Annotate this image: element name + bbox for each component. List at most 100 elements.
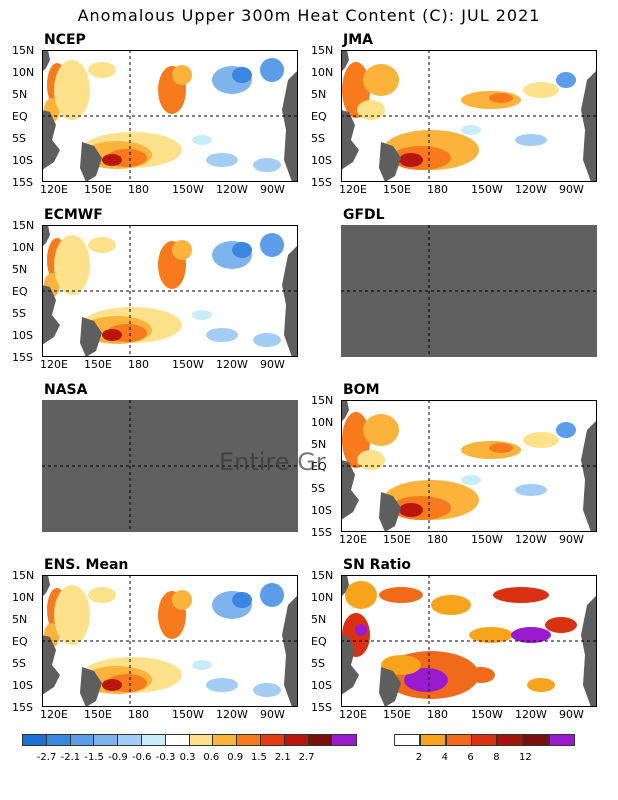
land-mass	[282, 245, 298, 357]
lon-label: 150E	[383, 183, 411, 196]
colorbar-label: 4	[441, 752, 448, 763]
lat-label: 5S	[12, 132, 26, 145]
panel-title-ecmwf: ECMWF	[44, 207, 103, 223]
map-svg-nasa	[42, 400, 298, 532]
panel-frame	[341, 50, 597, 182]
colorbar-label: 2.7	[298, 752, 315, 763]
anomaly-blob	[467, 667, 495, 683]
map-svg-ecmwf	[42, 225, 298, 357]
lon-label: 90W	[260, 708, 285, 721]
lon-label: 150W	[172, 183, 204, 196]
map-panel-gfdl	[341, 225, 597, 357]
anomaly-blob	[556, 72, 576, 88]
land-mass	[581, 595, 597, 707]
colorbar-label: 0.9	[227, 752, 244, 763]
anomaly-blob	[469, 627, 513, 643]
lat-label: 5S	[12, 307, 26, 320]
anomaly-blob	[54, 585, 90, 645]
lon-label: 150E	[84, 183, 112, 196]
anomaly-blob	[54, 60, 90, 120]
lon-label: 120W	[216, 183, 248, 196]
map-panel-sn-ratio	[341, 575, 597, 707]
panel-frame	[42, 225, 298, 357]
land-mass	[42, 635, 60, 695]
colorbar-swatch	[212, 734, 239, 746]
colorbar-label: -2.7	[36, 752, 57, 763]
lat-label: 15N	[12, 219, 35, 232]
lon-label: 120W	[216, 708, 248, 721]
anomaly-blob	[192, 135, 212, 145]
lat-label: 5N	[12, 263, 28, 276]
colorbar-swatch	[117, 734, 144, 746]
anomaly-blob	[545, 617, 577, 633]
colorbar-swatch	[260, 734, 286, 746]
colorbar-swatch	[45, 734, 72, 746]
panel-title-ncep: NCEP	[44, 32, 86, 48]
lat-label: 15N	[311, 569, 334, 582]
lon-label: 150E	[84, 708, 112, 721]
colorbar-swatch	[471, 734, 498, 746]
lon-label: 120W	[515, 183, 547, 196]
map-svg-sn-ratio	[341, 575, 597, 707]
land-mass	[42, 110, 60, 170]
lat-label: EQ	[12, 110, 28, 123]
lon-label: 180	[427, 183, 448, 196]
colorbar-swatch	[22, 734, 48, 746]
lon-label: 120E	[339, 708, 367, 721]
lat-label: 5S	[12, 657, 26, 670]
lat-label: EQ	[311, 460, 327, 473]
lon-label: 120E	[40, 358, 68, 371]
map-panel-ecmwf	[42, 225, 298, 357]
anomaly-blob	[88, 237, 116, 253]
lon-label: 120W	[216, 358, 248, 371]
lat-label: 10N	[12, 66, 35, 79]
lat-label: 15N	[311, 394, 334, 407]
map-svg-jma	[341, 50, 597, 182]
lat-label: 5N	[311, 438, 327, 451]
land-mass	[581, 70, 597, 182]
lon-label: 120W	[515, 708, 547, 721]
land-mass	[581, 420, 597, 532]
anomaly-blob	[527, 678, 555, 692]
lat-label: 15N	[311, 44, 334, 57]
lat-label: 10S	[12, 329, 33, 342]
anomaly-blob	[511, 627, 551, 643]
lat-label: 15S	[311, 176, 332, 189]
anomaly-blob	[556, 422, 576, 438]
anomaly-blob	[192, 310, 212, 320]
lon-label: 180	[128, 708, 149, 721]
anomaly-blob	[102, 329, 122, 341]
anomaly-blob	[253, 683, 281, 697]
anomaly-blob	[461, 475, 481, 485]
lon-label: 90W	[260, 358, 285, 371]
panel-frame	[341, 400, 597, 532]
land-mass	[341, 50, 349, 72]
overlay-text: Entire Gr	[219, 448, 326, 476]
colorbar-label: 2.1	[274, 752, 291, 763]
panel-frame	[42, 575, 298, 707]
lon-label: 120E	[40, 183, 68, 196]
anomaly-blob	[253, 158, 281, 172]
colorbar-swatch	[548, 734, 575, 746]
colorbar-label: 8	[493, 752, 500, 763]
map-svg-ncep	[42, 50, 298, 182]
anomaly-blob	[206, 153, 238, 167]
anomaly-blob	[461, 125, 481, 135]
anomaly-blob	[489, 93, 513, 103]
land-mass	[379, 142, 401, 182]
lon-label: 90W	[559, 708, 584, 721]
panel-title-nasa: NASA	[44, 382, 88, 398]
colorbar-label: -0.3	[155, 752, 176, 763]
lon-label: 180	[128, 358, 149, 371]
colorbar-swatch	[394, 734, 420, 746]
anomaly-blob	[172, 65, 192, 85]
land-mass	[80, 667, 102, 707]
panel-frame	[341, 575, 597, 707]
map-svg-gfdl	[341, 225, 597, 357]
land-mass	[42, 225, 50, 247]
anomaly-blob	[489, 443, 513, 453]
colorbar-swatch	[283, 734, 310, 746]
colorbar-swatch	[141, 734, 167, 746]
land-mass	[379, 667, 401, 707]
anomaly-blob	[493, 587, 549, 603]
